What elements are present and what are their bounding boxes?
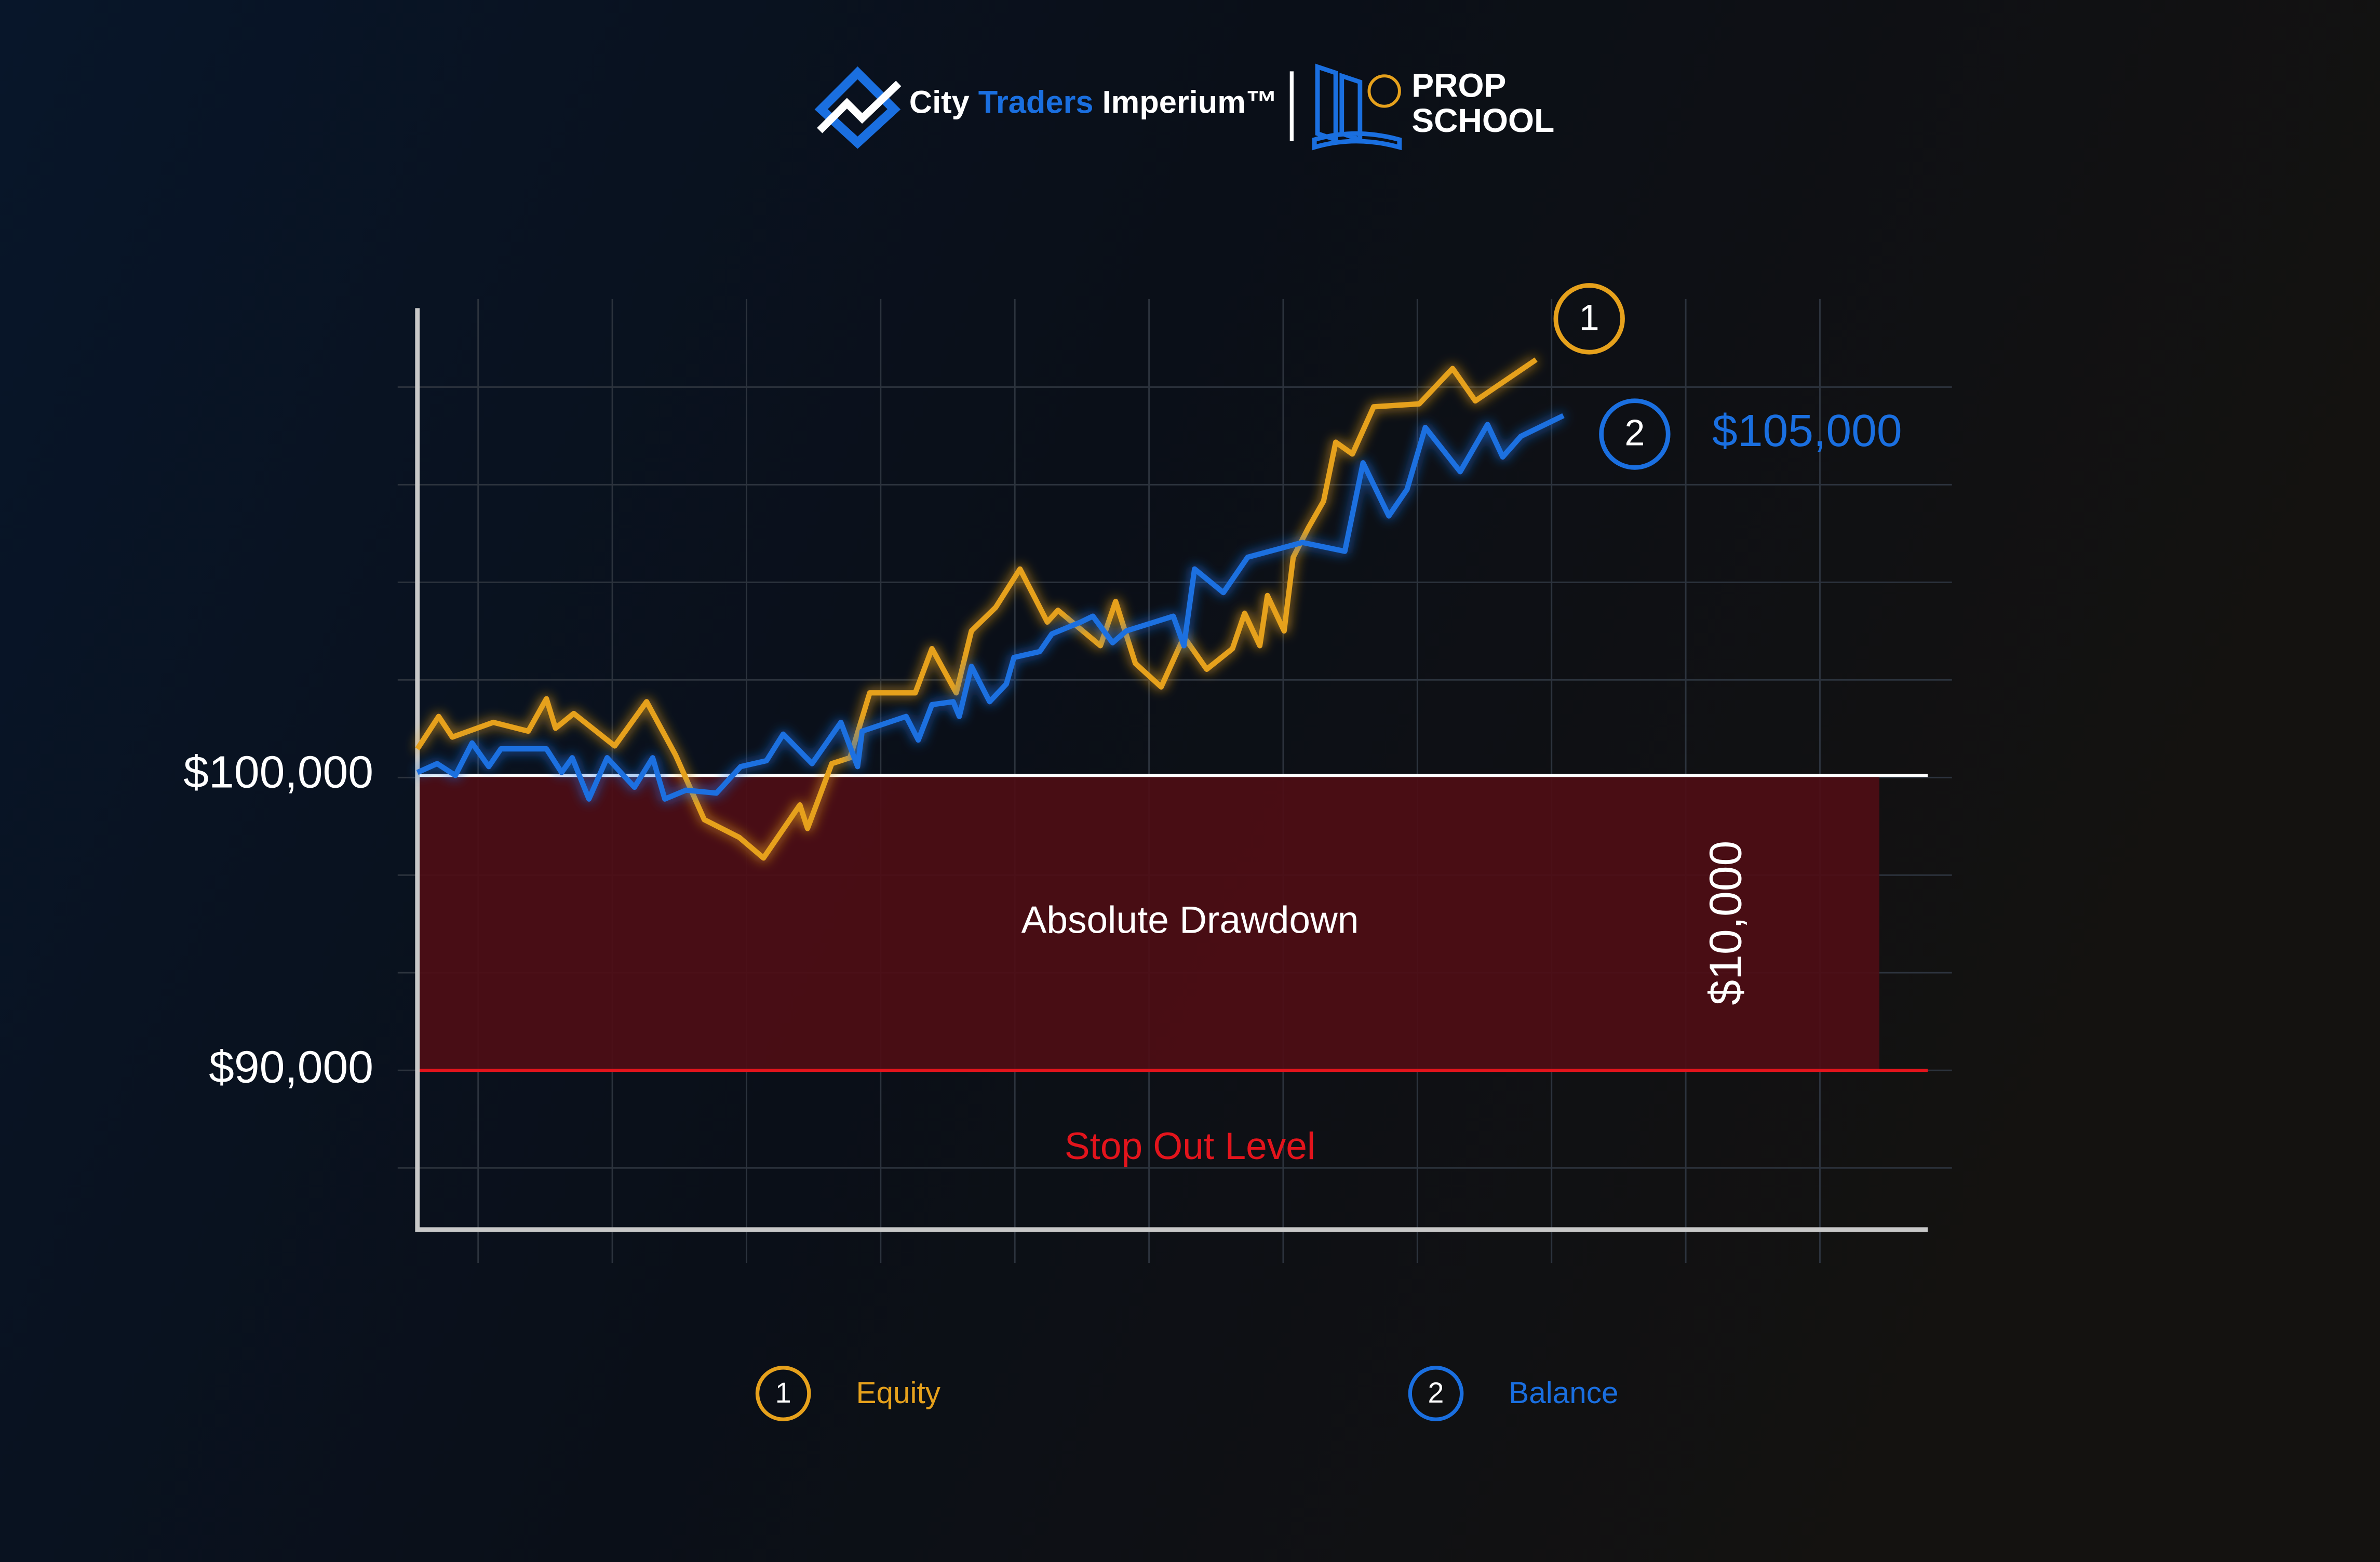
legend-marker	[1408, 1366, 1464, 1421]
logo-arrow	[817, 80, 902, 133]
legend-marker-label: 1	[775, 1377, 791, 1409]
series-line	[415, 357, 1538, 861]
legend-marker-label: 2	[1428, 1377, 1444, 1409]
brand: City Traders Imperium™	[909, 85, 1278, 120]
series-marker	[1599, 398, 1671, 470]
legend-label: Equity	[856, 1376, 940, 1410]
band-label: Absolute Drawdown	[1021, 899, 1359, 941]
axis	[415, 308, 1928, 1232]
band-size: $10,000	[1700, 841, 1751, 1005]
y-tick-label: $100,000	[183, 746, 373, 797]
series-marker-label: 2	[1624, 412, 1645, 453]
school-text: PROP	[1411, 67, 1506, 104]
series-marker	[1553, 283, 1625, 355]
stop-out-label: Stop Out Level	[1065, 1125, 1315, 1167]
logo-icon	[814, 66, 901, 149]
series-line	[416, 413, 1565, 802]
logo: City Traders Imperium™ PROP SCHOOL	[814, 63, 1554, 151]
book-icon	[1312, 63, 1402, 151]
school-text: SCHOOL	[1411, 102, 1554, 139]
school-icon	[1367, 74, 1401, 108]
legend-label: Balance	[1509, 1376, 1618, 1410]
legend-marker	[755, 1366, 811, 1421]
brand-part: Traders	[978, 85, 1094, 120]
balance-value: $105,000	[1712, 405, 1902, 456]
drawdown-band	[417, 775, 1879, 1071]
brand-part: Imperium™	[1102, 85, 1278, 120]
series-marker-label: 1	[1579, 297, 1599, 338]
brand-part: City	[909, 85, 970, 120]
y-tick-label: $90,000	[209, 1041, 373, 1092]
